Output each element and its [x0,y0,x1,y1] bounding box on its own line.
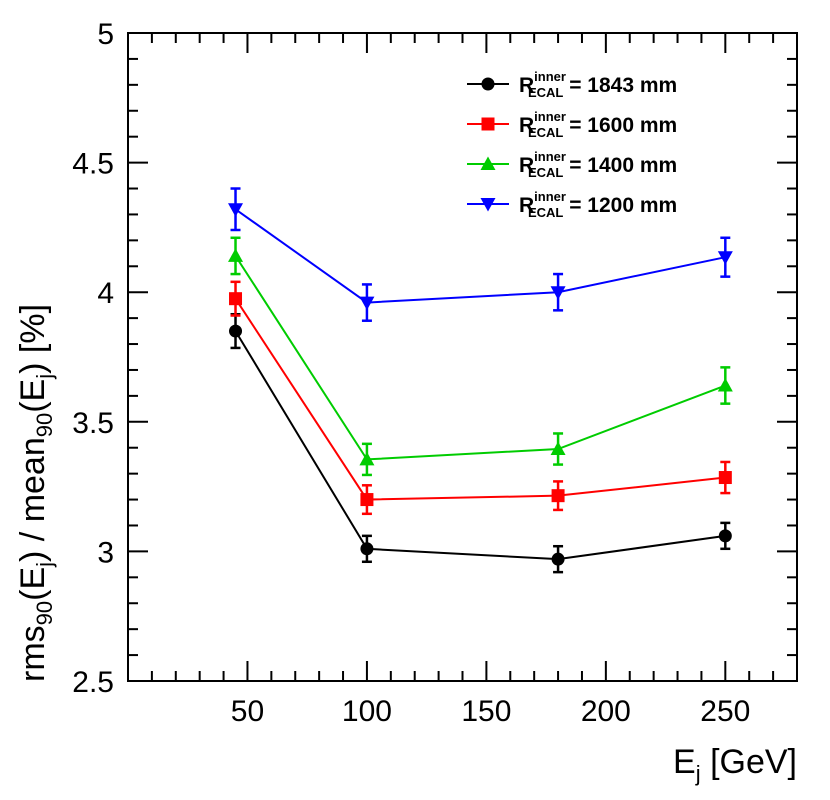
series [229,312,732,574]
data-point [717,251,733,265]
x-axis-title: Ej [GeV] [673,743,797,786]
x-tick-label: 100 [342,695,392,728]
x-axis-title-sub: j [695,761,701,786]
legend-entry: Rinner ECAL = 1400 mm [467,149,677,180]
legend-label-rest: = 1600 mm [563,114,677,137]
data-point [550,286,566,300]
series-layer [228,187,733,574]
legend-marker [480,156,496,170]
series [229,280,732,516]
legend-entry: Rinner ECAL = 1843 mm [467,69,677,100]
x-axis-title-rest: [GeV] [701,743,797,781]
legend-label-sub: ECAL [528,85,563,100]
legend-label-rest: = 1200 mm [563,194,677,217]
plot-frame [127,32,798,682]
data-point [718,471,732,485]
y-axis-title: rms90(Ej) / mean90(Ej) [%] [14,304,57,682]
data-point [551,489,565,503]
legend-label-main: R [519,194,534,217]
y-axis-title-part: ) / mean [14,437,52,562]
data-point [229,292,243,306]
x-tick-label: 150 [461,695,511,728]
legend-label: Rinner ECAL = 1843 mm [519,69,677,100]
legend-label-main: R [519,74,534,97]
y-axis-title-part: rms [14,625,52,682]
legend-label-rest: = 1843 mm [563,74,677,97]
y-axis-title-sub: j [32,562,57,568]
y-tick-label: 3 [97,536,114,569]
series [228,187,733,322]
y-axis-title-part: (E [14,379,52,413]
data-point [360,542,374,556]
legend-marker [481,77,495,91]
legend-entry: Rinner ECAL = 1200 mm [467,189,677,220]
data-point [360,493,374,507]
x-axis-title-main: E [673,743,696,781]
legend-label-sup: inner [534,189,566,204]
y-tick-label: 5 [97,18,114,51]
legend-marker [481,117,495,131]
data-point [718,529,732,543]
y-tick-label: 3.5 [72,407,114,440]
series-line [234,330,726,561]
data-point [229,324,243,338]
legend-label-sub: ECAL [528,165,563,180]
legend-label-sub: ECAL [528,205,563,220]
x-tick-label: 50 [231,695,264,728]
legend-label: Rinner ECAL = 1600 mm [519,109,677,140]
tick-labels: 50 100 150 200 250 2.5 3 3.5 4 4.5 5 [72,18,750,728]
legend-label-sup: inner [534,69,566,84]
legend-label: Rinner ECAL = 1200 mm [519,189,677,220]
axis-ticks [128,33,797,681]
data-point [550,441,566,456]
y-tick-label: 4.5 [72,148,114,181]
y-tick-label: 2.5 [72,666,114,699]
data-point [359,296,375,311]
data-point [359,451,375,466]
series [228,236,733,477]
y-axis-title-sub: 90 [32,413,57,437]
data-point [551,552,565,566]
y-axis-title-part: (E [14,567,52,601]
legend-label-main: R [519,114,534,137]
data-point [717,378,733,392]
legend-label: Rinner ECAL = 1400 mm [519,149,677,180]
series-line [234,298,726,501]
x-tick-label: 200 [581,695,631,728]
legend-label-rest: = 1400 mm [563,154,677,177]
data-point [228,203,244,217]
x-tick-label: 250 [700,695,750,728]
legend-label-sup: inner [534,109,566,124]
series-line [234,208,726,304]
legend-label-sub: ECAL [528,125,563,140]
series-line [234,255,726,461]
legend-entry: Rinner ECAL = 1600 mm [467,109,677,140]
legend-label-main: R [519,154,534,177]
y-tick-label: 4 [97,277,114,310]
y-axis-title-sub: 90 [32,601,57,625]
legend-label-sup: inner [534,149,566,164]
legend-marker [480,198,496,212]
y-axis-title-sub: j [32,374,57,380]
y-axis-title-part: ) [%] [14,304,52,374]
data-point [228,248,244,262]
